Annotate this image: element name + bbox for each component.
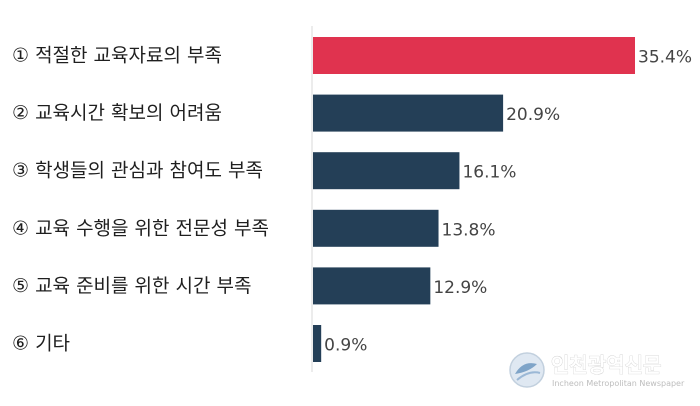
bar [313, 94, 504, 132]
category-label: ① 적절한 교육자료의 부족 [12, 45, 222, 67]
data-label: 16.1% [462, 163, 516, 183]
watermark-subtitle: Incheon Metropolitan Newspaper [552, 379, 685, 388]
watermark-name: 인천광역신문 [551, 353, 661, 377]
bars [313, 37, 635, 362]
bar [313, 325, 322, 362]
category-label: ⑥ 기타 [12, 333, 70, 355]
watermark-emblem-wave [515, 363, 537, 374]
category-label: ④ 교육 수행을 위한 전문성 부족 [12, 217, 269, 239]
data-label: 20.9% [506, 105, 560, 125]
category-label: ② 교육시간 확보의 어려움 [12, 102, 222, 124]
category-label: ⑤ 교육 준비를 위한 시간 부족 [12, 275, 252, 297]
bar [313, 209, 439, 247]
category-label: ③ 학생들의 관심과 참여도 부족 [12, 160, 263, 182]
data-label: 13.8% [442, 220, 496, 240]
watermark-logo: 인천광역신문 Incheon Metropolitan Newspaper [509, 352, 685, 388]
bar [313, 152, 460, 190]
bar [313, 267, 431, 305]
data-label: 12.9% [433, 278, 487, 298]
watermark-emblem-swoosh [516, 371, 541, 381]
bar [313, 37, 635, 74]
data-label: 0.9% [324, 336, 367, 356]
value-labels: 35.4% 20.9% 16.1% 13.8% 12.9% 0.9% [324, 48, 692, 356]
data-label: 35.4% [638, 48, 692, 68]
category-labels: ① 적절한 교육자료의 부족 ② 교육시간 확보의 어려움 ③ 학생들의 관심과 참… [12, 45, 269, 355]
